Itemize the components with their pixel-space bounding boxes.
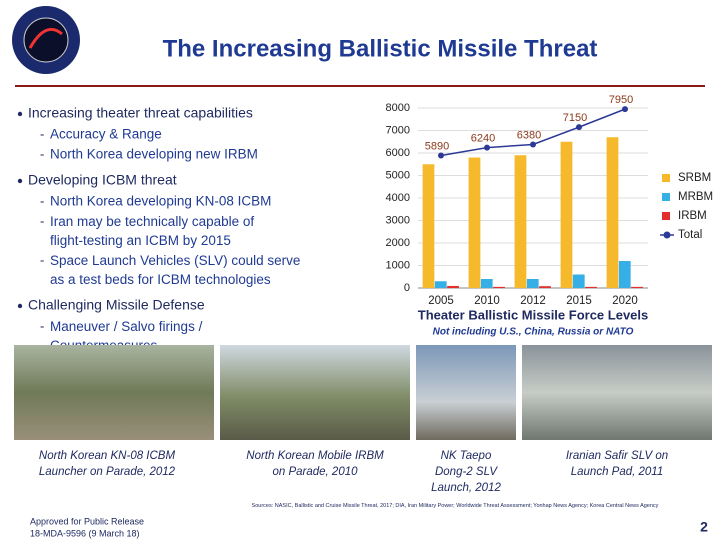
legend-label: IRBM — [678, 210, 707, 222]
y-tick-label: 5000 — [386, 169, 410, 181]
x-tick-label: 2020 — [612, 295, 638, 307]
bullet-text: Challenging Missile Defense — [28, 297, 205, 313]
bullet-list: Increasing theater threat capabilities- A… — [17, 105, 300, 353]
bar — [480, 279, 493, 288]
legend-label: MRBM — [678, 191, 713, 203]
bar — [585, 286, 597, 288]
total-marker — [438, 152, 444, 159]
bar — [434, 281, 447, 288]
sources-box: Sources: NASIC, Ballistic and Cruise Mis… — [251, 503, 659, 509]
y-tick-label: 7000 — [386, 124, 410, 136]
sub-text: North Korea developing new IRBM — [50, 147, 258, 162]
sub-text: Space Launch Vehicles (SLV) could serve a… — [50, 253, 300, 287]
title: The Increasing Ballistic Missile Threat — [163, 35, 598, 62]
bar — [618, 261, 631, 288]
logo-arc — [28, 27, 63, 49]
bar — [539, 286, 551, 288]
data-label: 5890 — [425, 140, 449, 152]
photo-caption: North Korean KN-08 ICBM Launcher on Parad… — [39, 450, 176, 478]
page-number: 2 — [700, 519, 708, 535]
bar — [526, 279, 539, 288]
bar — [606, 137, 619, 288]
sub-dash: - — [40, 318, 44, 333]
y-tick-label: 6000 — [386, 147, 410, 159]
sub-dash: - — [40, 193, 44, 208]
sub-dash: - — [40, 252, 44, 267]
sub-dash: - — [40, 126, 44, 141]
y-tick-label: 4000 — [386, 192, 410, 204]
sub-text: Accuracy & Range — [50, 127, 162, 142]
bullet-dot — [17, 111, 23, 117]
y-tick-label: 3000 — [386, 214, 410, 226]
legend-swatch — [663, 231, 671, 239]
chart: 0 1000 2000 3000 4000 5000 6000 7000 8000 5890 624… — [386, 94, 714, 307]
bar — [560, 141, 573, 288]
bar — [447, 285, 459, 288]
photo-kn08 — [14, 345, 214, 440]
release-line: 18-MDA-9596 (9 March 18) — [30, 528, 140, 538]
bullet-text: Increasing theater threat capabilities — [28, 105, 253, 121]
total-marker — [530, 141, 536, 148]
sub-text: North Korea developing KN-08 ICBM — [50, 194, 271, 209]
photo-irbm — [220, 345, 410, 440]
bar — [468, 157, 481, 288]
data-label: 7950 — [609, 94, 633, 106]
total-marker — [622, 106, 628, 113]
bar — [572, 274, 585, 288]
chart-title: Theater Ballistic Missile Force Levels — [418, 307, 649, 322]
total-marker — [576, 124, 582, 131]
photo-taepodong — [416, 345, 516, 440]
sub-text: Iran may be technically capable of flight… — [50, 214, 254, 248]
bullet-text: Developing ICBM threat — [28, 172, 177, 188]
bar — [422, 164, 435, 288]
y-tick-label: 0 — [404, 282, 410, 294]
release-line: Approved for Public Release — [30, 516, 144, 526]
chart-subtitle: Not including U.S., China, Russia or NAT… — [433, 327, 634, 338]
legend-swatch — [662, 193, 670, 201]
x-tick-label: 2010 — [474, 295, 500, 307]
total-marker — [484, 144, 490, 151]
data-label: 6240 — [471, 133, 495, 145]
legend-swatch — [662, 174, 670, 182]
captions: North Korean KN-08 ICBM Launcher on Parad… — [39, 450, 668, 494]
y-tick-label: 8000 — [386, 102, 410, 114]
logo-inner — [23, 17, 69, 63]
legend-label: SRBM — [678, 172, 711, 184]
bar — [631, 286, 643, 288]
x-tick-label: 2005 — [428, 295, 454, 307]
data-label: 6380 — [517, 129, 541, 141]
legend-swatch — [662, 212, 670, 220]
y-tick-label: 1000 — [386, 259, 410, 271]
y-tick-label: 2000 — [386, 237, 410, 249]
photo-caption: NK Taepo Dong-2 SLV Launch, 2012 — [431, 450, 501, 494]
legend-label: Total — [678, 229, 702, 241]
bar — [514, 155, 527, 288]
bar — [493, 286, 505, 288]
x-tick-label: 2015 — [566, 295, 592, 307]
photo-safir — [522, 345, 712, 440]
bullet-dot — [17, 178, 23, 184]
x-tick-label: 2012 — [520, 295, 546, 307]
data-label: 7150 — [563, 112, 587, 124]
photo-caption: North Korean Mobile IRBM on Parade, 2010 — [246, 450, 384, 478]
photo-caption: Iranian Safir SLV on Launch Pad, 2011 — [566, 450, 668, 478]
sub-dash: - — [40, 213, 44, 228]
sources: Sources: NASIC, Ballistic and Cruise Mis… — [251, 503, 659, 509]
bullet-dot — [17, 303, 23, 309]
sub-dash: - — [40, 146, 44, 161]
